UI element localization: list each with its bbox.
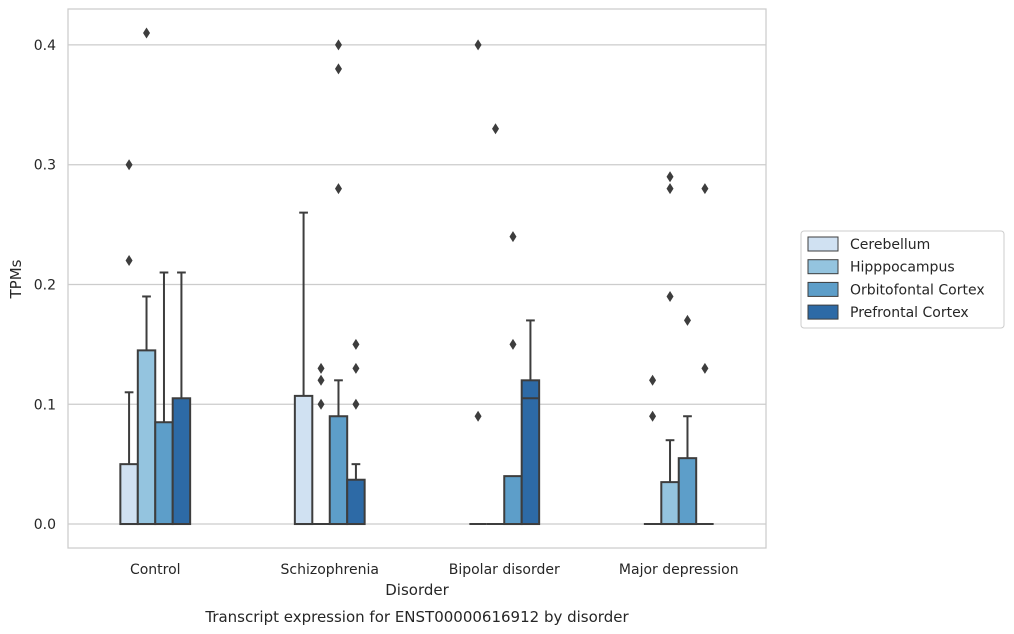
outlier-point [317,362,325,374]
outlier-point [701,183,709,195]
plot-frame [67,8,767,549]
x-axis-label: Disorder [385,581,449,599]
outlier-point [509,338,517,350]
outlier-point [474,39,482,51]
y-tick-label: 0.3 [34,158,56,174]
outlier-point [666,183,674,195]
outlier-point [683,314,691,326]
legend-frame [800,230,1005,329]
y-tick-label: 0.2 [34,277,56,293]
y-axis-label: TPMs [7,259,25,299]
outlier-point [352,338,360,350]
legend-swatch [807,236,839,252]
legend-swatch [807,281,839,297]
box [328,415,349,526]
outlier-point [649,374,657,386]
legend-swatch [807,304,839,320]
outlier-point [334,39,342,51]
outlier-point [666,290,674,302]
box-group [503,475,523,526]
box [346,478,366,526]
outlier-point [143,27,151,39]
box [503,475,523,526]
outlier-point [334,183,342,195]
legend-label: Cerebellum [850,237,930,253]
legend-label: Hipppocampus [850,260,955,276]
legend-label: Orbitofontal Cortex [850,282,985,298]
x-tick-labels: Control Schizophrenia Bipolar disorder Majo… [130,562,739,578]
outlier-point [649,410,657,422]
y-tick-labels: 0.0 0.1 0.2 0.3 0.4 [34,38,56,533]
box [520,379,541,526]
box-group [677,415,698,526]
y-tick-label: 0.1 [34,397,56,413]
outlier-point [125,159,133,171]
x-tick-label: Control [130,562,181,578]
box [119,463,139,526]
legend: Cerebellum Hipppocampus Orbitofontal Corte… [800,230,1005,329]
box-group [520,319,541,526]
legend-label: Prefrontal Cortex [850,305,969,321]
x-tick-label: Major depression [619,562,739,578]
box [293,394,314,526]
outlier-point [317,374,325,386]
outlier-point [509,231,517,243]
y-tick-label: 0.0 [34,517,56,533]
y-tick-label: 0.4 [34,38,56,54]
x-tick-label: Schizophrenia [281,562,379,578]
outlier-point [492,123,500,135]
outlier-point [317,398,325,410]
outlier-point [334,63,342,75]
box [136,349,157,526]
box-group [346,463,366,526]
boxes [119,211,714,526]
box-group [293,211,314,526]
box-group [328,379,349,526]
box-group [154,271,174,526]
legend-swatch [807,259,839,275]
box [171,397,192,526]
outlier-point [701,362,709,374]
outlier-point [352,398,360,410]
outlier-point [125,255,133,267]
box [660,481,680,526]
figure-caption: Transcript expression for ENST0000061691… [204,608,629,626]
box [677,457,698,526]
outlier-point [666,171,674,183]
outlier-point [474,410,482,422]
box-group [171,271,192,526]
x-tick-label: Bipolar disorder [449,562,560,578]
box [154,421,174,526]
outlier-point [352,362,360,374]
outliers [125,27,709,422]
